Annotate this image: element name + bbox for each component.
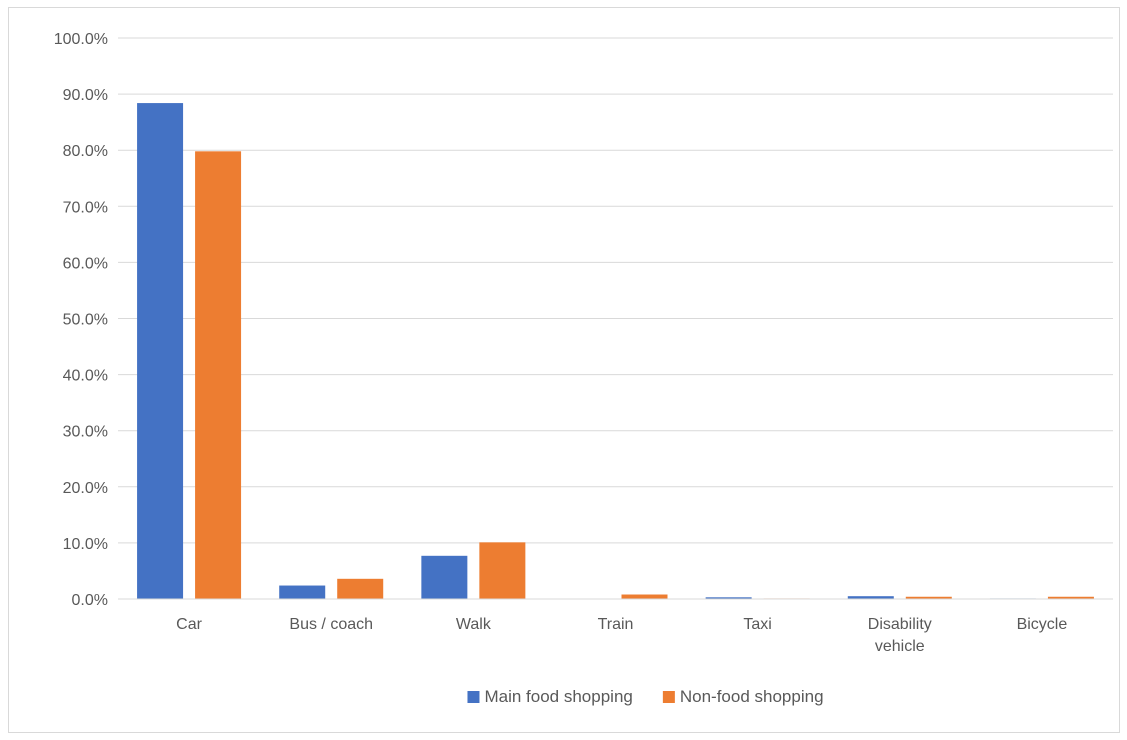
x-category-label: Walk [456, 616, 492, 633]
legend-label: Non-food shopping [680, 687, 824, 706]
y-tick-label: 100.0% [54, 31, 108, 48]
y-tick-label: 50.0% [63, 312, 108, 329]
bar-non-food-shopping-1 [337, 578, 384, 599]
x-category-label: Car [176, 616, 202, 633]
y-tick-label: 30.0% [63, 424, 108, 441]
x-category-label: vehicle [875, 638, 925, 655]
y-tick-label: 90.0% [63, 87, 108, 104]
y-tick-label: 20.0% [63, 480, 108, 497]
bar-main-food-shopping-0 [137, 103, 184, 600]
bar-main-food-shopping-1 [279, 585, 326, 599]
y-tick-label: 0.0% [72, 592, 108, 609]
x-category-label: Disability [868, 616, 932, 633]
bar-non-food-shopping-0 [195, 151, 242, 599]
bar-non-food-shopping-2 [479, 542, 526, 599]
y-tick-label: 10.0% [63, 536, 108, 553]
bar-main-food-shopping-5 [847, 596, 894, 599]
x-category-label: Bicycle [1017, 616, 1068, 633]
x-axis-category-labels: Car Bus / coach Walk Train Taxi Disability veh… [176, 616, 1067, 655]
chart-frame: 0.0% 10.0% 20.0% 30.0% 40.0% 50.0% 60.0% 70.0% 8… [8, 7, 1120, 733]
y-tick-label: 40.0% [63, 368, 108, 385]
bar-non-food-shopping-5 [905, 596, 952, 599]
y-tick-label: 60.0% [63, 255, 108, 272]
bar-chart: 0.0% 10.0% 20.0% 30.0% 40.0% 50.0% 60.0% 70.0% 8… [54, 31, 1113, 706]
bars [137, 103, 1094, 600]
x-category-label: Taxi [743, 616, 771, 633]
gridlines [118, 37, 1113, 544]
legend: Main food shopping Non-food shopping [467, 687, 824, 706]
x-category-label: Bus / coach [289, 616, 373, 633]
y-tick-label: 70.0% [63, 199, 108, 216]
y-axis-tick-labels: 0.0% 10.0% 20.0% 30.0% 40.0% 50.0% 60.0% 70.0% 8… [54, 31, 108, 609]
bar-non-food-shopping-6 [1047, 596, 1094, 599]
y-tick-label: 80.0% [63, 143, 108, 160]
bar-non-food-shopping-3 [621, 594, 668, 599]
legend-swatch [467, 691, 480, 703]
legend-label: Main food shopping [484, 687, 632, 706]
x-category-label: Train [598, 616, 634, 633]
bar-main-food-shopping-2 [421, 555, 468, 599]
bar-main-food-shopping-4 [705, 597, 752, 599]
legend-swatch [662, 691, 675, 703]
